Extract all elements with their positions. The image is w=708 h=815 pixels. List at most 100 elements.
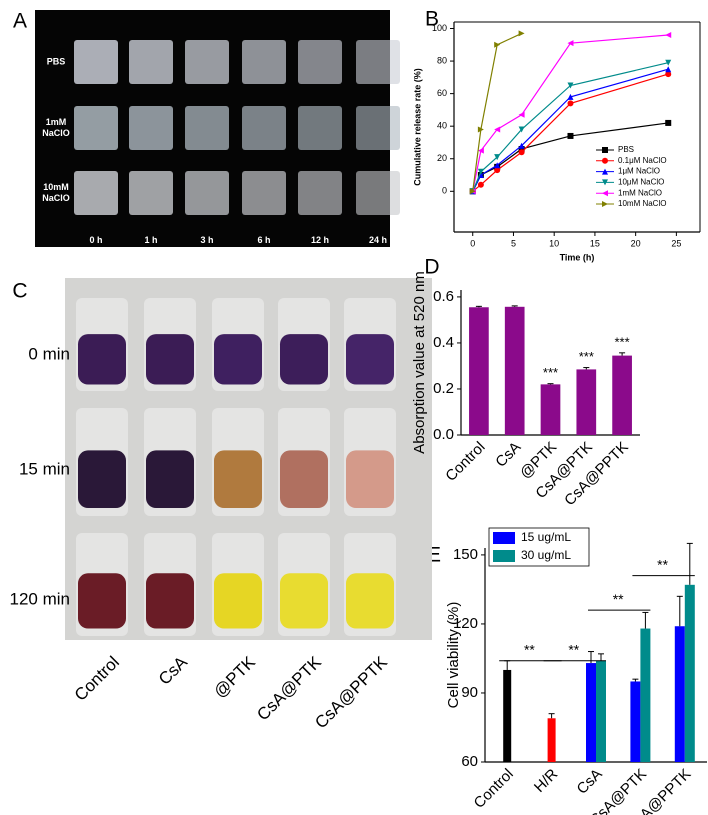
series-line <box>472 32 522 192</box>
panel-label: C <box>12 280 27 303</box>
column-label: CsA <box>155 652 192 689</box>
y-tick-label: 40 <box>437 121 447 131</box>
tube-liquid <box>214 334 262 385</box>
sample-bag <box>242 106 286 150</box>
marker <box>494 126 501 133</box>
column-label: 24 h <box>368 235 388 245</box>
marker <box>477 181 484 188</box>
y-tick-label: 150 <box>453 546 478 563</box>
significance-label: ** <box>657 556 668 572</box>
significance-label: ** <box>568 641 579 657</box>
sample-bag <box>356 171 400 215</box>
y-tick-label: 0.0 <box>433 426 454 443</box>
tube-liquid <box>78 334 126 385</box>
column-label: 1 h <box>144 235 158 245</box>
sample-bag <box>185 40 229 84</box>
legend-marker <box>602 179 608 186</box>
legend-label: 10mM NaClO <box>618 199 666 208</box>
tube-liquid <box>346 334 394 385</box>
row-label: 0 min <box>28 344 70 363</box>
bar <box>503 669 512 762</box>
bar <box>640 628 651 762</box>
marker <box>494 154 501 161</box>
bar <box>612 355 632 435</box>
y-tick-label: 60 <box>437 88 447 98</box>
legend-label: 0.1μM NaClO <box>618 156 667 165</box>
marker <box>665 32 672 39</box>
tube-liquid <box>146 573 194 629</box>
legend-label: PBS <box>618 145 634 154</box>
significance-label: *** <box>615 334 630 349</box>
marker <box>494 167 501 174</box>
bar <box>586 663 596 762</box>
y-axis-label: Absorption value at 520 nm <box>411 271 428 454</box>
sample-bag <box>74 40 118 84</box>
marker <box>665 71 672 78</box>
x-tick-label: H/R <box>531 766 561 796</box>
sample-bag <box>356 40 400 84</box>
marker <box>477 126 484 133</box>
marker <box>567 100 574 107</box>
marker <box>518 142 525 149</box>
marker <box>494 41 501 48</box>
row-label: 120 min <box>10 589 70 608</box>
x-tick-label: CsA <box>574 766 606 798</box>
x-tick-label: 10 <box>549 238 559 248</box>
tube-liquid <box>146 450 194 508</box>
sample-bag <box>298 106 342 150</box>
legend-marker <box>602 157 608 164</box>
y-tick-label: 0 <box>442 186 447 196</box>
x-tick-label: 20 <box>631 238 641 248</box>
marker <box>518 111 525 118</box>
marker <box>469 188 476 195</box>
tube-liquid <box>346 450 394 508</box>
sample-bag <box>185 106 229 150</box>
x-tick-label: 0 <box>470 238 475 248</box>
sample-bag <box>298 40 342 84</box>
row-label: 10mM NaClO <box>42 182 70 203</box>
marker <box>518 145 525 152</box>
row-label: 15 min <box>19 459 70 478</box>
marker <box>494 162 501 169</box>
legend-swatch <box>493 550 515 562</box>
series-line <box>472 62 669 192</box>
sample-bag <box>242 40 286 84</box>
marker <box>518 30 525 37</box>
y-tick-label: 120 <box>453 615 478 632</box>
marker <box>477 168 484 175</box>
marker <box>518 126 525 133</box>
row-label: 1mM NaClO <box>42 117 70 138</box>
column-label: 12 h <box>310 235 330 245</box>
legend-box <box>488 527 590 567</box>
column-label: 6 h <box>257 235 271 245</box>
sample-bag <box>74 171 118 215</box>
legend-label: 15 ug/mL <box>521 530 571 544</box>
tube-liquid <box>78 573 126 629</box>
marker <box>567 93 574 100</box>
marker <box>665 59 672 66</box>
y-tick-label: 20 <box>437 153 447 163</box>
significance-label: *** <box>543 365 558 380</box>
sample-bag <box>129 171 173 215</box>
panel-label: D <box>424 256 439 279</box>
legend-marker <box>602 190 608 197</box>
y-axis-label: Cell viability (%) <box>445 602 462 709</box>
significance-label: *** <box>579 349 594 364</box>
sample-bag <box>185 171 229 215</box>
column-label: CsA@PTK <box>253 652 325 724</box>
column-label: 0 h <box>89 235 103 245</box>
legend-label: 1μM NaClO <box>618 167 660 176</box>
y-tick-label: 60 <box>461 753 478 770</box>
row-label: PBS <box>46 56 66 67</box>
bar <box>684 584 695 762</box>
legend-label: 10μM NaClO <box>618 178 664 187</box>
bar <box>596 660 606 762</box>
y-tick-label: 0.2 <box>433 380 454 397</box>
marker <box>567 82 574 89</box>
significance-label: ** <box>524 641 535 657</box>
legend-marker <box>602 168 608 175</box>
sample-bag <box>74 106 118 150</box>
sample-bag <box>242 171 286 215</box>
x-tick-label: 15 <box>590 238 600 248</box>
